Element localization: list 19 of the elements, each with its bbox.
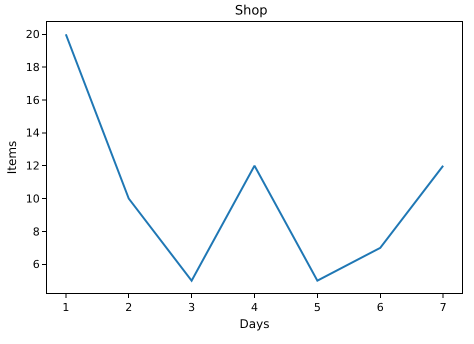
x-tick-label: 1 — [62, 301, 70, 314]
x-tick-label: 5 — [314, 301, 321, 314]
y-tick-label: 10 — [26, 192, 40, 206]
y-tick-label: 20 — [26, 28, 40, 42]
x-tick-label: 4 — [251, 301, 258, 314]
y-tick-label: 18 — [26, 61, 40, 74]
x-tick-label: 3 — [188, 301, 196, 314]
x-tick-label: 6 — [376, 301, 384, 314]
y-tick-label: 8 — [32, 225, 40, 238]
x-tick-label: 2 — [125, 301, 132, 314]
y-tick-label: 12 — [26, 160, 40, 173]
line-series — [64, 33, 444, 282]
y-tick-label: 6 — [32, 258, 40, 272]
chart-title: Shop — [234, 3, 268, 18]
y-tick-label: 16 — [26, 94, 40, 107]
x-tick-label: 7 — [440, 301, 447, 314]
y-axis-title: Items — [5, 140, 20, 174]
y-tick-label: 14 — [26, 126, 40, 140]
x-axis-title: Days — [240, 317, 270, 332]
